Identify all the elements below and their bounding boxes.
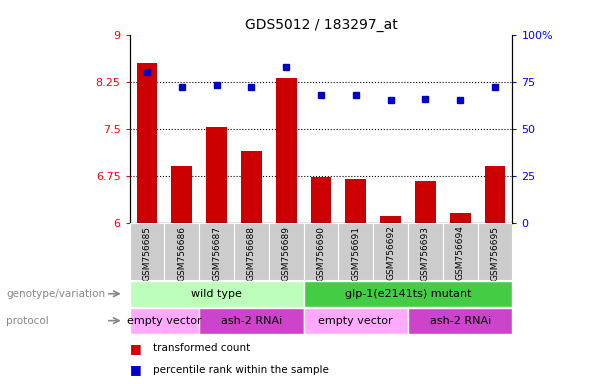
Text: wild type: wild type	[191, 289, 242, 299]
Text: GSM756688: GSM756688	[247, 225, 256, 281]
Text: protocol: protocol	[6, 316, 49, 326]
Bar	[171, 166, 192, 223]
Bar	[345, 179, 366, 223]
Text: GSM756691: GSM756691	[351, 225, 360, 281]
Text: glp-1(e2141ts) mutant: glp-1(e2141ts) mutant	[345, 289, 471, 299]
Text: GSM756687: GSM756687	[212, 225, 221, 281]
Bar	[373, 223, 408, 280]
Text: GSM756685: GSM756685	[143, 225, 151, 281]
Bar	[199, 308, 303, 334]
Bar	[443, 223, 478, 280]
Text: ash-2 RNAi: ash-2 RNAi	[429, 316, 491, 326]
Bar	[137, 63, 157, 223]
Text: genotype/variation: genotype/variation	[6, 289, 105, 299]
Bar	[408, 223, 443, 280]
Bar	[408, 308, 512, 334]
Text: transformed count: transformed count	[153, 343, 250, 353]
Text: ash-2 RNAi: ash-2 RNAi	[221, 316, 282, 326]
Bar	[130, 223, 164, 280]
Title: GDS5012 / 183297_at: GDS5012 / 183297_at	[244, 18, 398, 32]
Text: percentile rank within the sample: percentile rank within the sample	[153, 365, 329, 375]
Bar	[485, 166, 505, 223]
Text: GSM756692: GSM756692	[386, 225, 395, 280]
Text: GSM756690: GSM756690	[316, 225, 326, 281]
Text: ■: ■	[130, 364, 141, 377]
Text: GSM756695: GSM756695	[491, 225, 499, 281]
Text: empty vector: empty vector	[319, 316, 393, 326]
Bar	[164, 223, 199, 280]
Text: GSM756693: GSM756693	[421, 225, 430, 281]
Bar	[380, 217, 401, 223]
Bar	[241, 151, 262, 223]
Text: empty vector: empty vector	[127, 316, 201, 326]
Bar	[303, 308, 408, 334]
Text: GSM756686: GSM756686	[177, 225, 186, 281]
Text: GSM756689: GSM756689	[282, 225, 291, 281]
Bar	[130, 308, 199, 334]
Bar	[450, 213, 471, 223]
Bar	[199, 223, 234, 280]
Bar	[130, 281, 303, 307]
Bar	[478, 223, 512, 280]
Bar	[234, 223, 269, 280]
Bar	[303, 281, 512, 307]
Bar	[339, 223, 373, 280]
Bar	[310, 177, 332, 223]
Bar	[303, 223, 339, 280]
Bar	[269, 223, 303, 280]
Bar	[415, 181, 436, 223]
Text: ■: ■	[130, 341, 141, 354]
Text: GSM756694: GSM756694	[456, 225, 465, 280]
Bar	[206, 127, 227, 223]
Bar	[276, 78, 297, 223]
